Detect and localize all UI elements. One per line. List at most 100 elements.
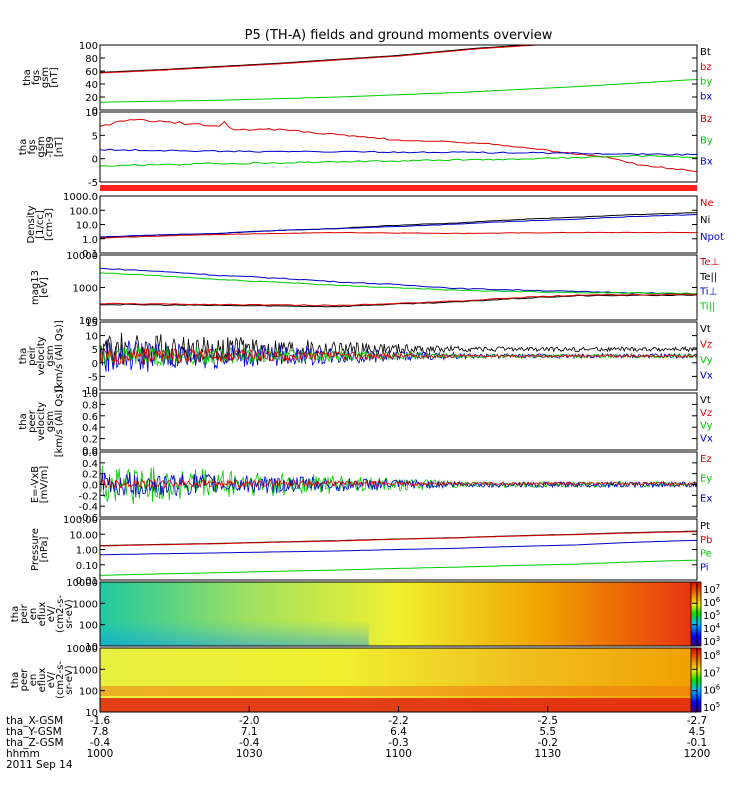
x-tick-value: 1000 — [86, 748, 114, 760]
colorbar-tick: 105 — [703, 701, 720, 714]
y-tick-label: 0.10 — [76, 561, 98, 572]
series-Ti⊥ — [99, 267, 698, 296]
y-tick-label: -0.6 — [78, 513, 98, 524]
y-tick-label: 0.01 — [76, 576, 98, 587]
y-tick-label: 0 — [92, 359, 98, 370]
x-axis-date: 2011 Sep 14 — [6, 759, 73, 771]
colorbar-p10 — [690, 647, 702, 713]
panel-frame — [99, 195, 698, 254]
y-tick-label: 0.0 — [82, 446, 98, 457]
panel-frame — [99, 392, 698, 451]
legend-bx: bx — [700, 91, 712, 102]
colorbar-p9 — [690, 581, 702, 647]
x-tick-value: 5.5 — [539, 726, 557, 738]
y-tick-label: 0.4 — [82, 423, 98, 434]
x-row-name-1: tha_Y-GSM — [6, 726, 62, 738]
noise-series — [99, 348, 698, 365]
y-tick-label: 10000 — [66, 644, 98, 655]
y-tick-label: 100 — [79, 316, 98, 327]
x-tick-value: -0.4 — [239, 737, 260, 749]
x-axis-column: -2.7 4.5 -0.1 1200 — [667, 716, 727, 760]
colorbar-tick: 106 — [703, 596, 721, 609]
separator-band — [100, 185, 697, 191]
x-tick-value: -0.2 — [537, 737, 559, 749]
panel-p4: 10000 1000 100 mag13[eV] Te⊥ Te|| Ti⊥ Ti|| — [30, 251, 719, 327]
panel-p3: 1000.0 100.0 10.0 1.0 0.1 Density[1/cc][cm-3]… — [26, 192, 724, 260]
x-tick-value: -0.3 — [388, 737, 409, 749]
y-tick-label: 1000.0 — [63, 192, 98, 203]
y-tick-label: 100 — [79, 41, 98, 52]
legend-Vy: Vy — [700, 421, 713, 432]
y-tick-label: 5 — [92, 131, 98, 142]
series-Npot — [99, 214, 698, 238]
panel-p10: 108 107 106 105 10000 1000 100 10 thapeereneflux… — [10, 644, 721, 719]
legend-Vy: Vy — [700, 355, 713, 366]
colorbar-tick: 105 — [703, 609, 720, 622]
x-tick-value: -0.1 — [686, 737, 708, 749]
series-Bz — [99, 118, 698, 172]
x-tick-value: -1.6 — [89, 715, 111, 727]
legend-bz: bz — [700, 62, 712, 73]
y-tick-label: 1.0 — [82, 389, 98, 400]
y-tick-label: -10 — [82, 386, 98, 397]
y-tick-label: 0.0 — [82, 481, 98, 492]
y-tick-label: 5 — [92, 345, 98, 356]
y-tick-label: -5 — [88, 178, 98, 189]
x-tick-value: 1100 — [385, 748, 412, 760]
y-axis-label: thafgsgsm[nT] — [22, 67, 60, 88]
y-tick-label: 10 — [85, 642, 98, 653]
legend-Vx: Vx — [700, 371, 713, 382]
legend-Bt: Bt — [700, 47, 711, 58]
series-By — [99, 154, 698, 167]
y-tick-label: 10 — [85, 708, 98, 719]
legend-Pi: Pi — [700, 562, 709, 573]
panel-frame — [99, 111, 698, 183]
series-Bx — [99, 148, 698, 156]
legend-Ey: Ey — [700, 474, 712, 485]
series-Pe — [99, 559, 698, 576]
legend-Vt: Vt — [700, 324, 711, 335]
legend-Ex: Ex — [700, 493, 712, 504]
panel-frame — [99, 581, 698, 647]
legend-Pb: Pb — [700, 535, 712, 546]
x-axis-column: -2.0 7.1 -0.4 1030 — [219, 716, 279, 760]
series-Pi — [99, 539, 698, 556]
x-tick-value: -0.4 — [89, 737, 111, 749]
x-row-name-2: tha_Z-GSM — [6, 737, 64, 749]
colorbar-tick: 104 — [703, 622, 721, 635]
y-tick-label: 0.6 — [82, 412, 98, 423]
y-axis-label: mag13[eV] — [30, 270, 50, 305]
x-tick-value: 1130 — [534, 748, 562, 760]
y-tick-label: 20 — [85, 93, 98, 104]
y-tick-label: 10.0 — [76, 221, 98, 232]
y-axis-label: E=-VxB[mV/m] — [30, 466, 50, 504]
y-axis-label: thafgsgsm-T89[nT] — [18, 136, 65, 158]
series-Pb — [99, 531, 698, 547]
legend-Vz: Vz — [700, 340, 712, 351]
chart-title: P5 (TH-A) fields and ground moments over… — [244, 28, 553, 43]
y-tick-label: 10.00 — [69, 530, 98, 541]
x-tick-value: 6.4 — [390, 726, 407, 738]
noise-series — [99, 477, 698, 490]
series-bz — [99, 44, 548, 74]
colorbar-tick: 107 — [703, 666, 720, 679]
panel-frame — [99, 321, 698, 391]
x-row-name-0: tha_X-GSM — [6, 715, 64, 727]
x-row-name-3: hhmm — [6, 748, 40, 760]
y-tick-label: 0.6 — [82, 448, 98, 459]
panel-p7: 0.60.40.20.0-0.2-0.4-0.6E=-VxB[mV/m]EzEy… — [30, 448, 712, 524]
legend-Ez: Ez — [700, 454, 712, 465]
x-tick-value: -2.7 — [686, 715, 708, 727]
colorbar-tick: 106 — [703, 684, 721, 697]
y-tick-label: 60 — [85, 67, 98, 78]
x-tick-value: 1030 — [235, 748, 263, 760]
legend-Vx: Vx — [700, 433, 713, 444]
legend-Npot: Npot — [700, 232, 724, 243]
colorbar-tick: 103 — [703, 635, 720, 648]
heatmap-overlay — [100, 582, 369, 646]
y-tick-label: 1.0 — [82, 235, 98, 246]
panel-p2: 10 5 0 -5 thafgsgsm-T89[nT] Bz By Bx — [18, 108, 713, 189]
series-by — [99, 79, 698, 103]
